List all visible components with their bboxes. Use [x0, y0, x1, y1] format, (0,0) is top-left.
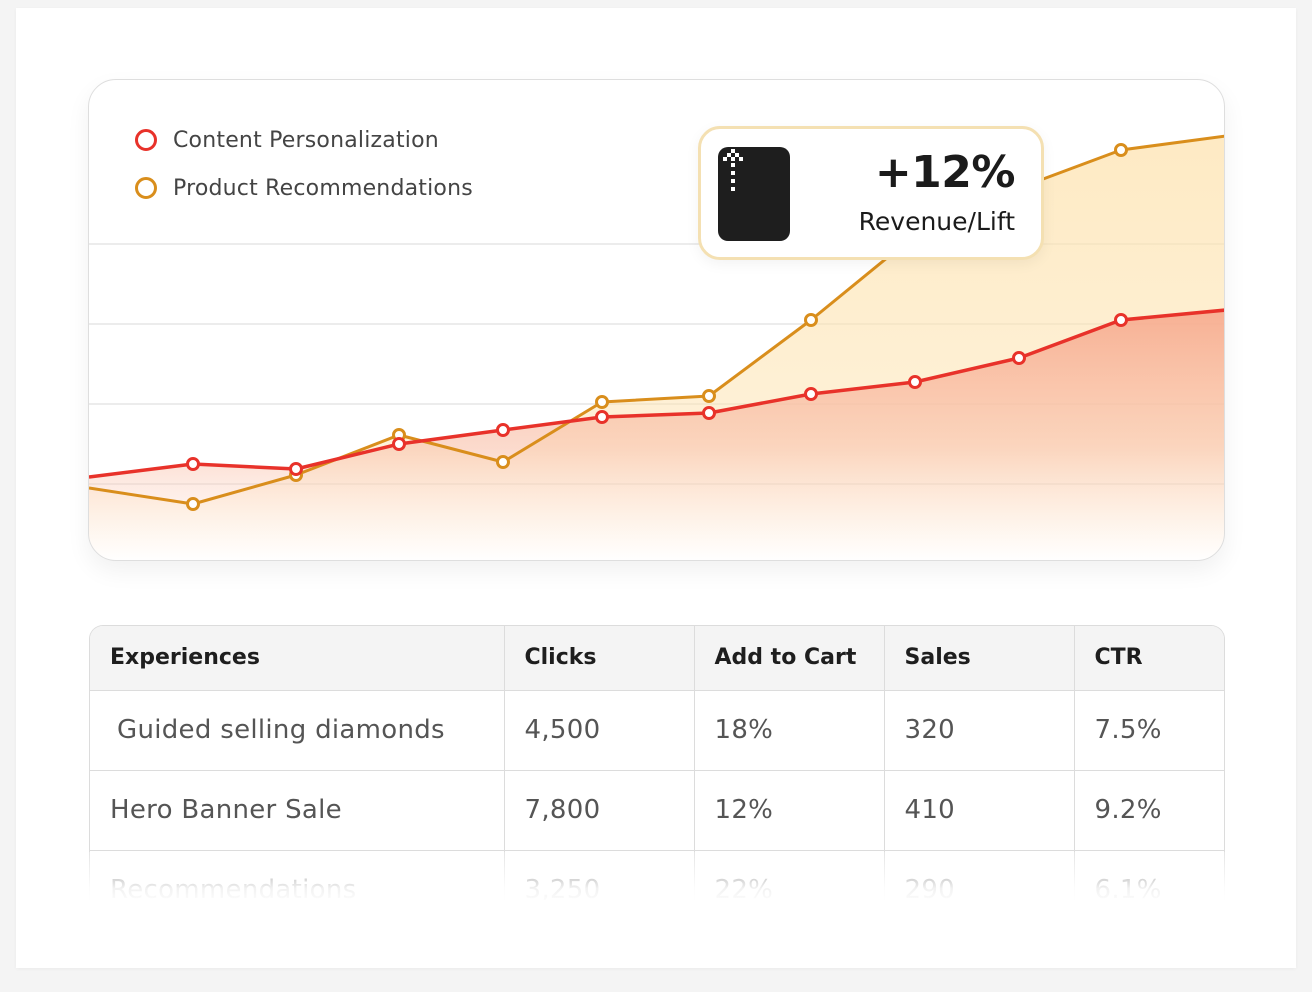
cell-add-to-cart: 12%: [694, 770, 885, 851]
arrow-up-icon: [723, 149, 743, 191]
table-header-row: Experiences Clicks Add to Cart Sales CTR: [90, 626, 1224, 691]
cell-ctr: 9.2%: [1074, 770, 1224, 851]
chart-legend: Content Personalization Product Recommen…: [135, 124, 473, 220]
cell-experience: Hero Banner Sale: [90, 770, 505, 851]
line-chart-card: Content Personalization Product Recommen…: [88, 79, 1225, 561]
point-product-recommendations-5: [595, 395, 609, 409]
point-content-personalization-3: [392, 437, 406, 451]
point-content-personalization-5: [595, 410, 609, 424]
point-content-personalization-6: [702, 406, 716, 420]
table-bottom-mask: [80, 900, 1240, 960]
cell-add-to-cart: 18%: [694, 690, 885, 771]
area-content-personalization: [89, 310, 1224, 560]
cell-experience: Guided selling diamonds: [90, 690, 505, 771]
point-content-personalization-7: [804, 387, 818, 401]
table-row: Guided selling diamonds 4,500 18% 320 7.…: [90, 690, 1224, 771]
point-content-personalization-10: [1114, 313, 1128, 327]
legend-item-content-personalization: Content Personalization: [135, 124, 473, 156]
legend-item-product-recommendations: Product Recommendations: [135, 172, 473, 204]
cell-add-to-cart: 22%: [694, 850, 885, 900]
point-product-recommendations-10: [1114, 143, 1128, 157]
cell-clicks: 7,800: [504, 770, 695, 851]
legend-label-content-personalization: Content Personalization: [173, 127, 439, 153]
legend-swatch-content-personalization: [135, 129, 157, 151]
point-content-personalization-2: [289, 462, 303, 476]
callout-label: Revenue/Lift: [858, 207, 1015, 236]
legend-swatch-product-recommendations: [135, 177, 157, 199]
column-header-sales: Sales: [884, 626, 1075, 691]
callout-value: +12%: [874, 147, 1016, 198]
revenue-lift-callout: +12% Revenue/Lift: [698, 126, 1044, 260]
point-product-recommendations-1: [186, 497, 200, 511]
point-content-personalization-4: [496, 423, 510, 437]
arrow-up-icon-box: [718, 147, 790, 241]
cell-sales: 290: [884, 850, 1075, 900]
table-row: Recommendations 3,250 22% 290 6.1%: [90, 850, 1224, 900]
cell-ctr: 7.5%: [1074, 690, 1224, 771]
legend-label-product-recommendations: Product Recommendations: [173, 175, 473, 201]
point-content-personalization-9: [1012, 351, 1026, 365]
point-product-recommendations-6: [702, 389, 716, 403]
cell-ctr: 6.1%: [1074, 850, 1224, 900]
cell-sales: 410: [884, 770, 1075, 851]
point-content-personalization-8: [908, 375, 922, 389]
experiences-table: Experiences Clicks Add to Cart Sales CTR…: [89, 625, 1225, 900]
column-header-ctr: CTR: [1074, 626, 1224, 691]
cell-clicks: 4,500: [504, 690, 695, 771]
cell-clicks: 3,250: [504, 850, 695, 900]
column-header-experiences: Experiences: [90, 626, 505, 691]
column-header-add-to-cart: Add to Cart: [694, 626, 885, 691]
cell-experience: Recommendations: [90, 850, 505, 900]
point-product-recommendations-7: [804, 313, 818, 327]
column-header-clicks: Clicks: [504, 626, 695, 691]
cell-sales: 320: [884, 690, 1075, 771]
line-content-personalization: [89, 308, 1224, 479]
point-content-personalization-1: [186, 457, 200, 471]
table-row: Hero Banner Sale 7,800 12% 410 9.2%: [90, 770, 1224, 851]
point-product-recommendations-4: [496, 455, 510, 469]
